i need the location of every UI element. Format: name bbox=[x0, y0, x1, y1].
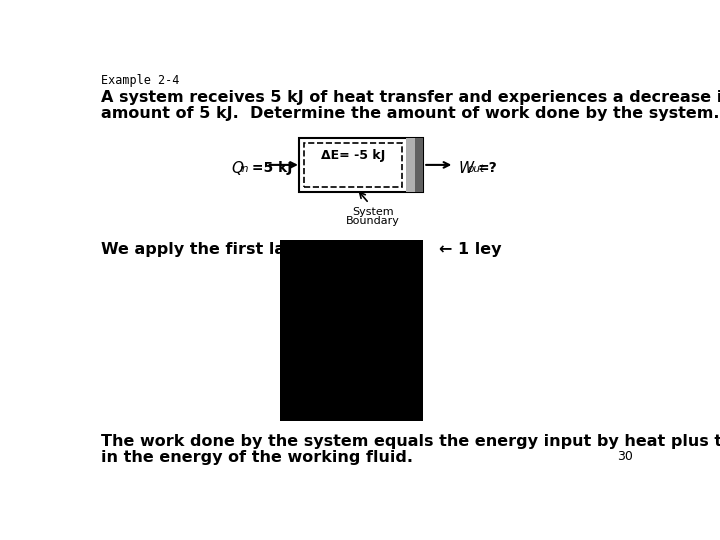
Text: 30: 30 bbox=[616, 450, 632, 463]
Text: Example 2-4: Example 2-4 bbox=[101, 74, 179, 87]
Text: =5 kJ: =5 kJ bbox=[248, 161, 293, 175]
Bar bbox=[280, 240, 423, 421]
Bar bbox=[304, 143, 402, 187]
Text: ΔE= -5 kJ: ΔE= -5 kJ bbox=[320, 148, 385, 162]
Text: W: W bbox=[458, 161, 473, 176]
Text: A system receives 5 kJ of heat transfer and experiences a decrease in energy in : A system receives 5 kJ of heat transfer … bbox=[101, 90, 720, 105]
Bar bbox=[415, 138, 423, 192]
Text: Boundary: Boundary bbox=[346, 217, 400, 226]
Text: =?: =? bbox=[477, 161, 498, 175]
Text: out: out bbox=[467, 164, 485, 174]
Text: amount of 5 kJ.  Determine the amount of work done by the system.: amount of 5 kJ. Determine the amount of … bbox=[101, 106, 719, 120]
Bar bbox=[300, 138, 423, 192]
Text: Q: Q bbox=[232, 161, 244, 176]
Text: We apply the first law as: We apply the first law as bbox=[101, 242, 325, 257]
Text: ← 1 ley: ← 1 ley bbox=[438, 242, 501, 257]
Text: System: System bbox=[352, 207, 394, 217]
Text: in the energy of the working fluid.: in the energy of the working fluid. bbox=[101, 450, 413, 465]
Text: in: in bbox=[240, 164, 249, 174]
Text: The work done by the system equals the energy input by heat plus the decrease: The work done by the system equals the e… bbox=[101, 434, 720, 449]
Bar bbox=[406, 138, 415, 192]
